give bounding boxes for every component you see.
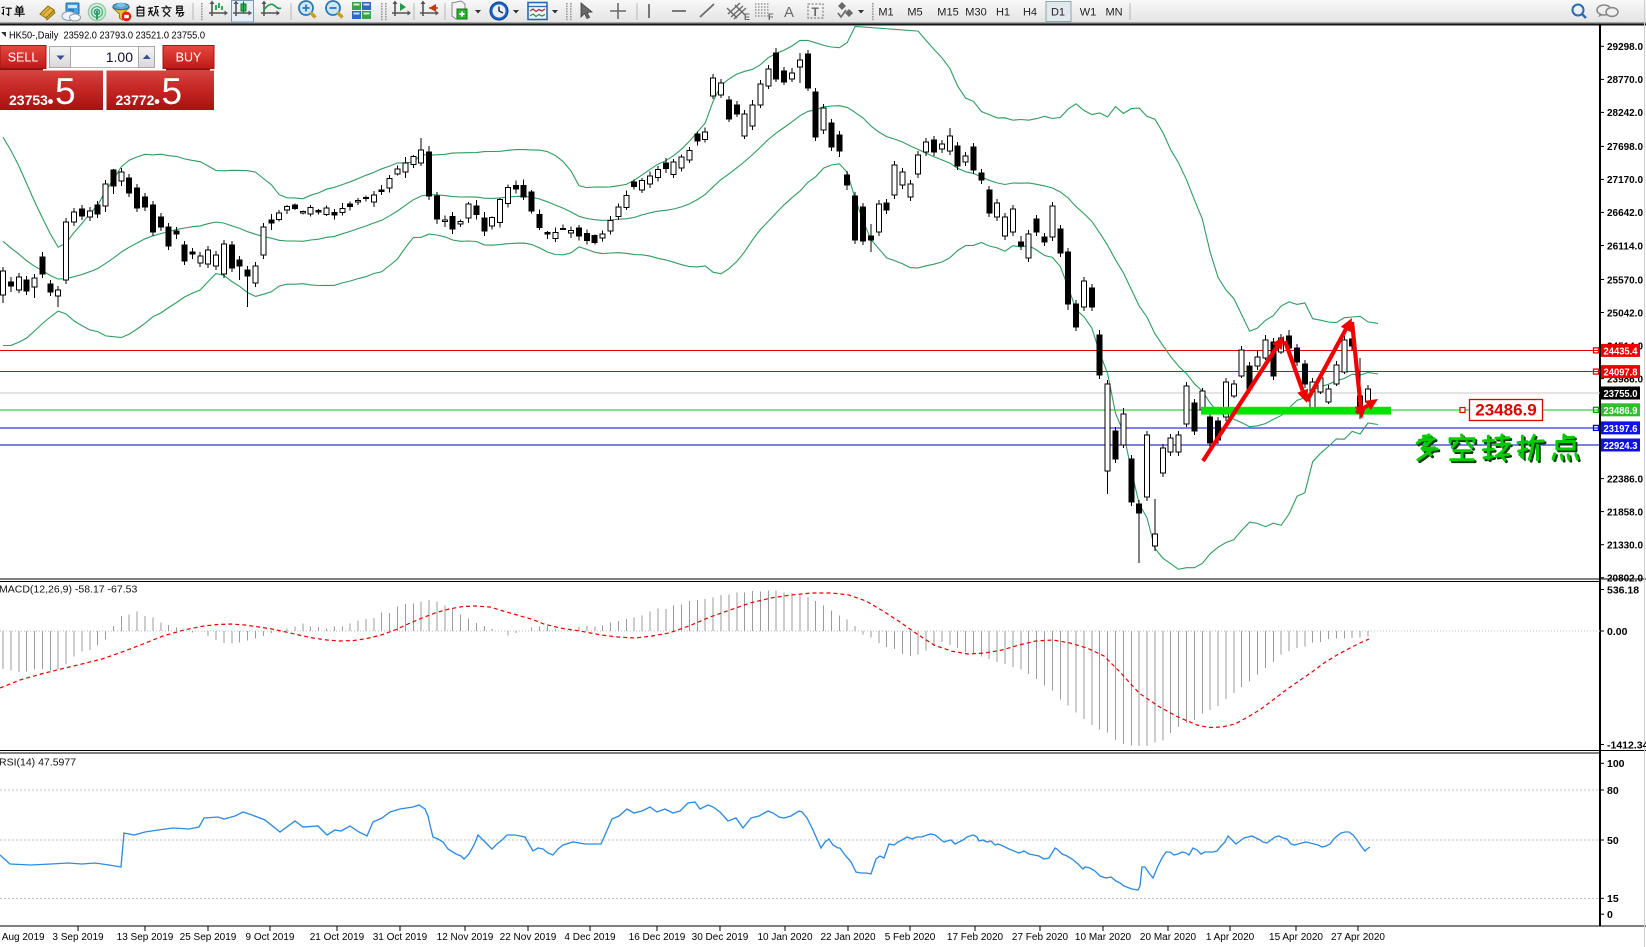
svg-text:25 Sep 2019: 25 Sep 2019 [180, 932, 237, 943]
svg-text:20 Mar 2020: 20 Mar 2020 [1140, 932, 1197, 943]
svg-text:H4: H4 [1023, 7, 1037, 19]
svg-text:26642.0: 26642.0 [1607, 207, 1643, 219]
svg-text:23486.9: 23486.9 [1604, 405, 1638, 417]
svg-text:50: 50 [1607, 835, 1619, 847]
svg-text:M15: M15 [937, 7, 958, 19]
svg-text:22 Jan 2020: 22 Jan 2020 [820, 932, 875, 943]
svg-text:BUY: BUY [176, 51, 202, 65]
svg-text:15 Apr 2020: 15 Apr 2020 [1269, 932, 1323, 943]
svg-text:10 Mar 2020: 10 Mar 2020 [1075, 932, 1132, 943]
svg-text:30 Dec 2019: 30 Dec 2019 [692, 932, 749, 943]
svg-text:28242.0: 28242.0 [1607, 107, 1643, 119]
svg-text:13 Sep 2019: 13 Sep 2019 [117, 932, 174, 943]
svg-text:23197.6: 23197.6 [1604, 423, 1638, 435]
svg-text:27698.0: 27698.0 [1607, 141, 1643, 153]
svg-text:16 Dec 2019: 16 Dec 2019 [629, 932, 686, 943]
svg-text:D1: D1 [1051, 7, 1065, 19]
svg-text:20802.0: 20802.0 [1607, 572, 1643, 584]
svg-text:4 Dec 2019: 4 Dec 2019 [564, 932, 616, 943]
svg-text:W1: W1 [1080, 7, 1097, 19]
svg-text:5: 5 [55, 71, 76, 112]
svg-text:HK50-,Daily 23592.0 23793.0 2: HK50-,Daily 23592.0 23793.0 23521.0 2375… [9, 30, 205, 42]
svg-text:15: 15 [1607, 893, 1619, 905]
svg-text:1.00: 1.00 [106, 49, 133, 65]
svg-text:29298.0: 29298.0 [1607, 41, 1643, 53]
svg-text:M5: M5 [907, 7, 922, 19]
svg-text:25570.0: 25570.0 [1607, 274, 1643, 286]
svg-text:RSI(14) 47.5977: RSI(14) 47.5977 [0, 757, 76, 769]
svg-text:100: 100 [1607, 758, 1625, 770]
svg-text:27 Feb 2020: 27 Feb 2020 [1012, 932, 1069, 943]
svg-text:F: F [768, 12, 774, 22]
svg-text:H1: H1 [996, 7, 1010, 19]
svg-text:24435.4: 24435.4 [1604, 345, 1638, 357]
svg-text:12 Nov 2019: 12 Nov 2019 [437, 932, 494, 943]
svg-text:10 Jan 2020: 10 Jan 2020 [757, 932, 812, 943]
svg-text:M1: M1 [878, 7, 893, 19]
svg-text:17 Feb 2020: 17 Feb 2020 [947, 932, 1004, 943]
svg-text:21 Oct 2019: 21 Oct 2019 [310, 932, 365, 943]
svg-text:27 Apr 2020: 27 Apr 2020 [1331, 932, 1385, 943]
svg-text:1 Apr 2020: 1 Apr 2020 [1206, 932, 1255, 943]
svg-text:MACD(12,26,9) -58.17 -67.53: MACD(12,26,9) -58.17 -67.53 [0, 584, 137, 596]
svg-text:22 Nov 2019: 22 Nov 2019 [500, 932, 557, 943]
svg-text:T: T [812, 5, 820, 19]
svg-text:80: 80 [1607, 785, 1619, 797]
svg-text:M30: M30 [965, 7, 986, 19]
svg-text:23755.0: 23755.0 [1604, 388, 1638, 400]
svg-text:5 Feb 2020: 5 Feb 2020 [885, 932, 936, 943]
svg-text:9 Oct 2019: 9 Oct 2019 [246, 932, 295, 943]
svg-text:3 Sep 2019: 3 Sep 2019 [52, 932, 104, 943]
svg-text:0.00: 0.00 [1607, 626, 1628, 638]
svg-text:MN: MN [1105, 7, 1122, 19]
svg-text:536.18: 536.18 [1607, 584, 1639, 596]
svg-text:0: 0 [1607, 909, 1613, 921]
svg-text:27170.0: 27170.0 [1607, 174, 1643, 186]
svg-text:5: 5 [162, 71, 183, 112]
svg-text:23753: 23753 [9, 92, 48, 108]
svg-text:2 Aug 2019: 2 Aug 2019 [0, 932, 45, 943]
svg-text:E: E [744, 12, 750, 22]
svg-text:23772: 23772 [116, 92, 155, 108]
svg-text:22386.0: 22386.0 [1607, 473, 1643, 485]
svg-text:A: A [784, 4, 794, 21]
svg-text:22924.3: 22924.3 [1604, 440, 1638, 452]
svg-text:24097.8: 24097.8 [1604, 367, 1638, 379]
svg-text:23486.9: 23486.9 [1475, 401, 1536, 420]
svg-text:28770.0: 28770.0 [1607, 74, 1643, 86]
svg-text:26114.0: 26114.0 [1607, 240, 1643, 252]
svg-text:31 Oct 2019: 31 Oct 2019 [373, 932, 428, 943]
svg-text:-1412.34: -1412.34 [1607, 739, 1646, 751]
svg-text:25042.0: 25042.0 [1607, 307, 1643, 319]
svg-text:21330.0: 21330.0 [1607, 539, 1643, 551]
svg-text:SELL: SELL [8, 51, 39, 65]
svg-text:21858.0: 21858.0 [1607, 506, 1643, 518]
